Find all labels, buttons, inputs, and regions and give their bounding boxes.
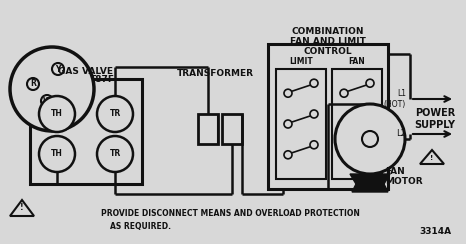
Bar <box>332 69 382 179</box>
Circle shape <box>39 96 75 132</box>
Bar <box>198 114 218 144</box>
Bar <box>222 114 242 144</box>
Circle shape <box>284 151 292 159</box>
Circle shape <box>41 95 53 107</box>
Circle shape <box>366 110 374 118</box>
Polygon shape <box>352 184 388 192</box>
Polygon shape <box>350 174 390 184</box>
Text: PROVIDE DISCONNECT MEANS AND OVERLOAD PROTECTION: PROVIDE DISCONNECT MEANS AND OVERLOAD PR… <box>101 210 359 218</box>
Text: R: R <box>30 80 36 89</box>
Circle shape <box>340 120 348 128</box>
Text: 3314A: 3314A <box>420 227 452 236</box>
Text: L2: L2 <box>396 130 406 139</box>
Text: GAS VALVE: GAS VALVE <box>59 67 114 75</box>
Text: TR: TR <box>110 150 121 159</box>
Circle shape <box>335 104 405 174</box>
Circle shape <box>10 47 94 131</box>
Circle shape <box>340 89 348 97</box>
Text: FAN
MOTOR: FAN MOTOR <box>385 167 423 186</box>
Text: T87F: T87F <box>89 74 115 83</box>
Text: TRANSFORMER: TRANSFORMER <box>177 70 254 79</box>
Circle shape <box>97 96 133 132</box>
Circle shape <box>310 141 318 149</box>
Text: !: ! <box>431 155 434 161</box>
Text: Y: Y <box>55 64 61 73</box>
Bar <box>276 69 326 179</box>
Circle shape <box>97 136 133 172</box>
Text: TH: TH <box>51 150 63 159</box>
Circle shape <box>27 78 39 90</box>
Circle shape <box>366 79 374 87</box>
Text: FAN: FAN <box>349 57 365 65</box>
Circle shape <box>39 136 75 172</box>
Bar <box>30 79 142 184</box>
Circle shape <box>284 120 292 128</box>
Text: TH: TH <box>51 110 63 119</box>
Text: TR: TR <box>110 110 121 119</box>
Text: CONTROL: CONTROL <box>304 48 352 57</box>
Text: AS REQUIRED.: AS REQUIRED. <box>110 222 171 231</box>
Text: W: W <box>43 96 51 105</box>
Circle shape <box>340 151 348 159</box>
Text: !: ! <box>20 203 24 213</box>
Text: COMBINATION: COMBINATION <box>292 28 364 37</box>
Circle shape <box>284 89 292 97</box>
Circle shape <box>310 79 318 87</box>
Text: L1
(HOT): L1 (HOT) <box>384 89 406 109</box>
Text: FAN AND LIMIT: FAN AND LIMIT <box>290 38 366 47</box>
Circle shape <box>52 63 64 75</box>
Circle shape <box>362 131 378 147</box>
Bar <box>268 44 388 189</box>
Circle shape <box>310 110 318 118</box>
Text: LIMIT: LIMIT <box>289 57 313 65</box>
Text: POWER
SUPPLY: POWER SUPPLY <box>414 108 455 130</box>
Circle shape <box>366 141 374 149</box>
